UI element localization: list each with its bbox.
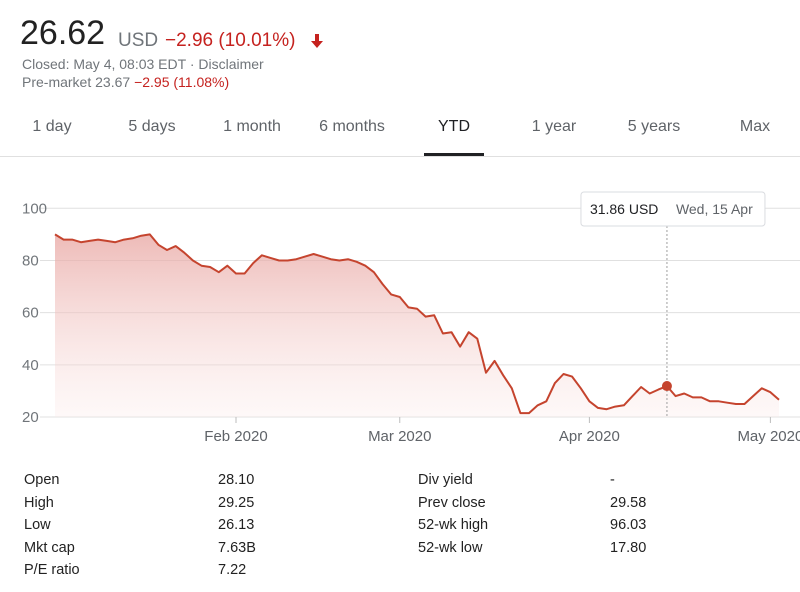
premarket-text: Pre-market 23.67: [22, 74, 131, 90]
stat-label: Open: [24, 472, 60, 488]
tooltip-box: [580, 191, 766, 227]
x-tick-label: May 2020: [737, 428, 800, 445]
y-tick-label: 80: [22, 252, 39, 269]
range-tabs: 1 day 5 days 1 month 6 months YTD 1 year 5 yea…: [0, 108, 800, 157]
currency: USD: [118, 30, 159, 51]
y-tick-label: 20: [22, 409, 39, 426]
range-tab[interactable]: 6 months: [319, 118, 385, 135]
stat-value: 28.10: [218, 472, 255, 488]
range-tab[interactable]: 1 month: [223, 118, 281, 135]
stat-value: 17.80: [610, 539, 647, 556]
closed-info: Closed: May 4, 08:03 EDT · Disclaimer: [22, 56, 264, 72]
y-tick-label: 60: [22, 305, 39, 322]
range-tab[interactable]: Max: [739, 118, 771, 135]
stat-value: 96.03: [610, 517, 647, 533]
range-tab[interactable]: 5 years: [627, 118, 681, 135]
stat-label: Mkt cap: [24, 539, 75, 556]
y-tick-label: 100: [22, 200, 47, 217]
premarket-change: −2.95 (11.08%): [134, 74, 230, 90]
price-change: −2.96 (10.01%): [165, 30, 296, 51]
stat-value: 26.13: [218, 517, 255, 533]
premarket-info: Pre-market 23.67 −2.95 (11.08%): [22, 74, 229, 90]
stat-label: Low: [24, 517, 51, 533]
stat-label: P/E ratio: [24, 562, 80, 578]
tab-underline: [424, 153, 484, 156]
chart: 20 40 60 80 100 Feb 2020 Mar 2020 Apr 2020 May 2…: [22, 191, 800, 445]
area: [55, 234, 779, 417]
x-tick-label: Mar 2020: [368, 428, 431, 445]
stat-label: Prev close: [418, 494, 486, 511]
tooltip-value: 31.86 USD: [590, 201, 658, 217]
stat-label: 52-wk high: [418, 517, 489, 533]
stat-label: Div yield: [418, 472, 473, 488]
stat-value: 29.25: [218, 494, 255, 511]
tooltip-date: Wed, 15 Apr: [676, 201, 753, 217]
stat-value: 29.58: [610, 494, 647, 511]
range-tab[interactable]: 1 year: [531, 118, 577, 135]
stat-value: -: [610, 472, 615, 488]
stat-value: 7.22: [218, 562, 247, 578]
stat-value: 7.63B: [218, 539, 256, 556]
disclaimer-link[interactable]: Disclaimer: [198, 56, 264, 72]
price-line: [54, 233, 780, 415]
stat-label: 52-wk low: [418, 539, 483, 556]
closed-text: Closed: May 4, 08:03 EDT ·: [22, 56, 199, 72]
range-tab[interactable]: 5 days: [128, 118, 176, 135]
range-tab[interactable]: 1 day: [32, 118, 72, 135]
range-tab[interactable]: YTD: [438, 118, 470, 135]
price: 26.62: [20, 14, 106, 52]
x-tick-label: Apr 2020: [559, 428, 620, 445]
hover-point: [661, 381, 672, 392]
x-tick-label: Feb 2020: [204, 428, 267, 445]
stat-label: High: [24, 494, 54, 511]
down-arrow: [311, 34, 323, 48]
y-tick-label: 40: [22, 357, 39, 374]
